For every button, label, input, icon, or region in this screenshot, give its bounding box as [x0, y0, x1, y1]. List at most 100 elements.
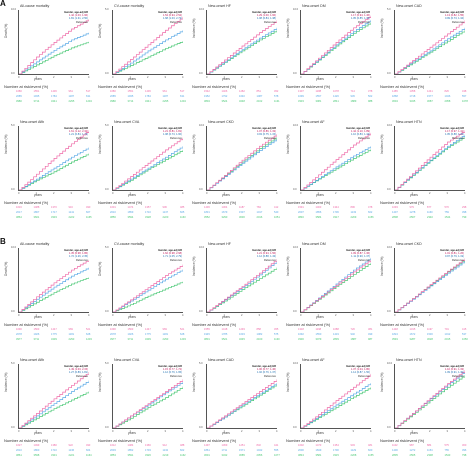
risk-value: 1571 [239, 449, 245, 452]
risk-value: 1426 [333, 95, 339, 98]
risk-value: 1849 [315, 449, 322, 452]
risk-value: 714 [350, 90, 355, 93]
risk-value: 3711 [33, 338, 40, 341]
risk-value: 3581 [315, 454, 322, 457]
y-tick-label: 0.0 [387, 188, 391, 191]
risk-row-pink: 1612 1484 1366 912 488 [110, 444, 184, 448]
risk-value: 2003 [110, 449, 116, 452]
risk-value: 3030 [239, 216, 245, 219]
risk-value: 1154 [427, 449, 433, 452]
x-tick-label: 3 [70, 76, 72, 79]
risk-value: 2085 [16, 95, 22, 98]
y-tick-label: 0.0 [105, 72, 109, 75]
plot-area: 0.0 10.0 0 1 2 3 4 [11, 246, 89, 317]
legend-title: Gender, age-adj HR [158, 249, 182, 252]
legend-title: Gender, age-adj HR [252, 365, 276, 368]
risk-row-blue: 2017 1867 1717 1141 607 [16, 211, 90, 215]
risk-value: 2010 [16, 449, 22, 452]
x-tick-label: 2 [429, 192, 431, 195]
x-tick-label: 4 [370, 76, 372, 79]
risk-value: 961 [68, 90, 73, 93]
x-tick-label: 0 [206, 192, 208, 195]
number-at-risk-label: Number at risk/event (%) [98, 438, 143, 443]
risk-value: 1407 [392, 211, 398, 214]
panel-title: New-onset DM [302, 4, 326, 8]
legend-entry: 0.97 (0.79, 1.19) [444, 255, 464, 259]
legend-entry: Reference [170, 374, 182, 378]
risk-row-pink: 1680 1551 1436 961 517 [110, 90, 184, 94]
legend-entry: Reference [358, 374, 370, 378]
y-tick-label: 0.0 [293, 310, 297, 313]
risk-value: 3804 [204, 100, 210, 103]
risk-row-blue: 1861 1711 1571 1042 555 [204, 449, 278, 453]
risk-value: 1369 [221, 444, 228, 447]
risk-value: 1551 [33, 90, 40, 93]
x-tick-label: 2 [147, 314, 149, 317]
legend-entry: 1.09 (0.91, 1.30) [444, 371, 464, 375]
risk-value: 1165 [86, 216, 92, 219]
panel-title: New-onset CAD [208, 358, 234, 362]
y-axis-label: Incidence (%) [380, 372, 384, 393]
risk-value: 1612 [110, 444, 116, 447]
risk-value: 1680 [16, 90, 22, 93]
series-line-pink [301, 259, 371, 312]
risk-value: 3856 [110, 216, 116, 219]
risk-value: 298 [462, 206, 467, 209]
risk-value: 1188 [315, 90, 322, 93]
risk-row-blue: 1831 1679 1537 1017 540 [204, 211, 278, 215]
risk-value: 1012 [444, 333, 451, 336]
number-at-risk-label: Number at risk/event (%) [192, 438, 237, 443]
risk-value: 3601 [33, 216, 40, 219]
risk-value: 300 [462, 444, 467, 447]
risk-value: 2293 [68, 338, 75, 341]
legend-entry: Reference [358, 258, 370, 262]
risk-value: 987 [409, 444, 414, 447]
legend-entry: 1.44 (1.10, 1.89) [350, 130, 370, 134]
risk-value: 2058 [444, 100, 451, 103]
legend-entry: 1.29 (1.00, 1.66) [256, 14, 276, 18]
plot-area: 0.0 5.0 0 1 2 3 4 [105, 8, 183, 79]
risk-value: 1463 [315, 206, 322, 209]
risk-row-green: 3864 3601 3333 2222 1165 [16, 216, 92, 220]
risk-value: 3980 [110, 100, 116, 103]
risk-value: 1710 [145, 211, 151, 214]
legend: Gender, age-adj HR 1.17 (0.97, 1.41) 1.05 … [434, 127, 464, 140]
km-panel: New-onset DM Incidence (%) 0.0 10.0 0 1 2 3 4 Gen… [286, 242, 372, 354]
x-axis-label: years [410, 431, 418, 435]
risk-value: 1703 [145, 449, 151, 452]
legend-entry: Reference [264, 20, 276, 24]
legend-title: Gender, age-adj HR [346, 365, 370, 368]
risk-value: 1775 [51, 333, 57, 336]
km-panel: New-onset AF Incidence (%) 0.0 10.0 0 1 2 3 4 Gen… [286, 120, 374, 232]
risk-value: 575 [444, 444, 449, 447]
risk-value: 1187 [239, 206, 245, 209]
risk-value: 1304 [221, 206, 228, 209]
x-tick-label: 0 [18, 314, 20, 317]
y-tick-label: 10.0 [293, 362, 299, 365]
y-axis-label: Incidence (%) [4, 134, 8, 155]
risk-value: 2085 [110, 95, 116, 98]
risk-value: 2338 [427, 454, 433, 457]
plot-area: 0.0 5.0 0 1 2 3 4 [105, 124, 183, 195]
y-axis-label: Death (%) [98, 261, 102, 276]
plot-area: 0.0 5.0 0 1 2 3 4 [105, 246, 183, 317]
legend-entry: 1.21 (0.94, 1.56) [256, 252, 276, 256]
risk-value: 1078 [333, 90, 339, 93]
x-tick-label: 3 [70, 430, 72, 433]
risk-value: 798 [462, 454, 467, 457]
risk-value: 1203 [86, 338, 92, 341]
risk-value: 3333 [51, 216, 57, 219]
risk-value: 3441 [145, 100, 151, 103]
risk-value: 1187 [68, 95, 75, 98]
x-tick-label: 0 [394, 430, 396, 433]
series-line-blue [301, 257, 371, 312]
series-line-blue [207, 138, 277, 190]
panel-title: New-onset HTN [396, 120, 422, 124]
x-tick-label: 2 [147, 76, 149, 79]
km-curves [113, 379, 183, 428]
x-tick-label: 0 [18, 76, 20, 79]
x-tick-label: 4 [464, 192, 466, 195]
risk-value: 1141 [68, 211, 75, 214]
risk-value: 2208 [350, 454, 357, 457]
risk-row-pink: 1690 1563 1447 969 521 [110, 328, 184, 332]
